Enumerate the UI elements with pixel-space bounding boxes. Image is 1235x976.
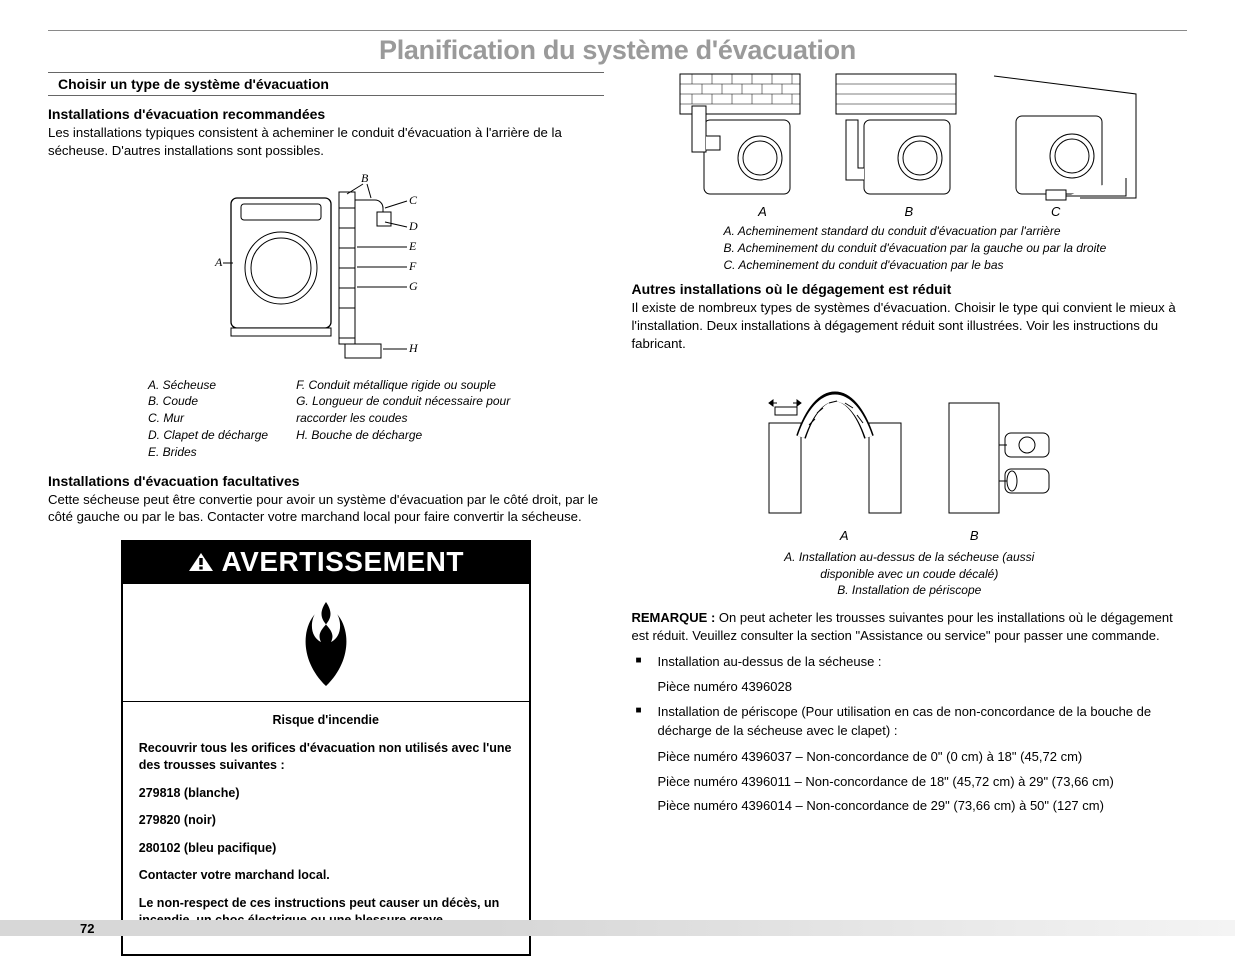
warning-line: Recouvrir tous les orifices d'évacuation… [139, 740, 513, 775]
svg-text:F: F [408, 259, 417, 273]
fig-label: B [905, 204, 914, 219]
alt-heading: Autres installations où le dégagement es… [632, 281, 1188, 297]
warning-box: AVERTISSEMENT Risque d'incendie Recouvri… [121, 540, 531, 956]
warning-line: 280102 (bleu pacifique) [139, 840, 513, 858]
list-item: Installation de périscope (Pour utilisat… [636, 702, 1188, 817]
legend-item: G. Longueur de conduit nécessaire pour [296, 393, 510, 410]
warning-line: 279820 (noir) [139, 812, 513, 830]
legend-item: C. Acheminement du conduit d'évacuation … [724, 257, 1188, 274]
legend-item: E. Brides [148, 444, 268, 461]
legend-item: D. Clapet de décharge [148, 427, 268, 444]
legend-item: A. Sécheuse [148, 377, 268, 394]
fig-label: C [1051, 204, 1060, 219]
svg-text:E: E [408, 239, 417, 253]
legend-item: A. Installation au‑dessus de la sécheuse… [632, 549, 1188, 566]
left-column: Choisir un type de système d'évacuation … [48, 72, 604, 956]
page-title: Planification du système d'évacuation [48, 35, 1187, 66]
legend-item: C. Mur [148, 410, 268, 427]
svg-text:A: A [214, 255, 223, 269]
legend-item: B. Acheminement du conduit d'évacuation … [724, 240, 1188, 257]
list-item: Installation au‑dessus de la sécheuse : … [636, 652, 1188, 698]
part-number: Pièce numéro 4396037 – Non‑concordance d… [658, 747, 1188, 768]
figure-exhaust-options: A B C [632, 72, 1188, 219]
page-footer-bar [0, 920, 1235, 936]
warning-line: 279818 (blanche) [139, 785, 513, 803]
fig-label: A [840, 528, 849, 543]
alert-icon [188, 551, 214, 573]
section-heading: Choisir un type de système d'évacuation [48, 72, 604, 96]
warning-risk: Risque d'incendie [139, 712, 513, 730]
svg-text:B: B [361, 171, 369, 185]
legend-item: F. Conduit métallique rigide ou souple [296, 377, 510, 394]
right-column: A B C A. Acheminement standard du condui… [632, 72, 1188, 956]
svg-text:G: G [409, 279, 418, 293]
figure-dryer-exhaust: A B C D E F G H [48, 168, 604, 373]
part-number: Pièce numéro 4396028 [658, 677, 1188, 698]
bullet-text: Installation de périscope (Pour utilisat… [658, 704, 1152, 739]
part-number: Pièce numéro 4396011 – Non‑concordance d… [658, 772, 1188, 793]
legend-item: H. Bouche de décharge [296, 427, 510, 444]
kit-list: Installation au‑dessus de la sécheuse : … [632, 652, 1188, 818]
legend-item: B. Coude [148, 393, 268, 410]
legend-item: disponible avec un coude décalé) [632, 566, 1188, 583]
page-number: 72 [80, 921, 94, 936]
optional-body: Cette sécheuse peut être convertie pour … [48, 491, 604, 527]
svg-text:D: D [408, 219, 418, 233]
fig-label: A [758, 204, 767, 219]
warning-header: AVERTISSEMENT [123, 542, 529, 584]
alt-body: Il existe de nombreux types de systèmes … [632, 299, 1188, 352]
bullet-text: Installation au‑dessus de la sécheuse : [658, 654, 882, 669]
figure-reduced-clearance: A B [632, 363, 1188, 543]
optional-heading: Installations d'évacuation facultatives [48, 473, 604, 489]
figure1-legend: A. Sécheuse B. Coude C. Mur D. Clapet de… [148, 377, 604, 461]
fig-label: B [970, 528, 979, 543]
remark-paragraph: REMARQUE : On peut acheter les trousses … [632, 609, 1188, 645]
recommended-heading: Installations d'évacuation recommandées [48, 106, 604, 122]
svg-text:H: H [408, 341, 419, 355]
legend-item: B. Installation de périscope [632, 582, 1188, 599]
svg-text:C: C [409, 193, 418, 207]
figure3-legend: A. Installation au‑dessus de la sécheuse… [632, 549, 1188, 599]
remark-label: REMARQUE : [632, 610, 716, 625]
recommended-body: Les installations typiques consistent à … [48, 124, 604, 160]
warning-title: AVERTISSEMENT [222, 546, 464, 578]
figure2-legend: A. Acheminement standard du conduit d'év… [724, 223, 1188, 273]
page-top-rule [48, 30, 1187, 31]
warning-line: Contacter votre marchand local. [139, 867, 513, 885]
legend-item: A. Acheminement standard du conduit d'év… [724, 223, 1188, 240]
part-number: Pièce numéro 4396014 – Non‑concordance d… [658, 796, 1188, 817]
legend-item: raccorder les coudes [296, 410, 510, 427]
fire-icon [123, 584, 529, 702]
